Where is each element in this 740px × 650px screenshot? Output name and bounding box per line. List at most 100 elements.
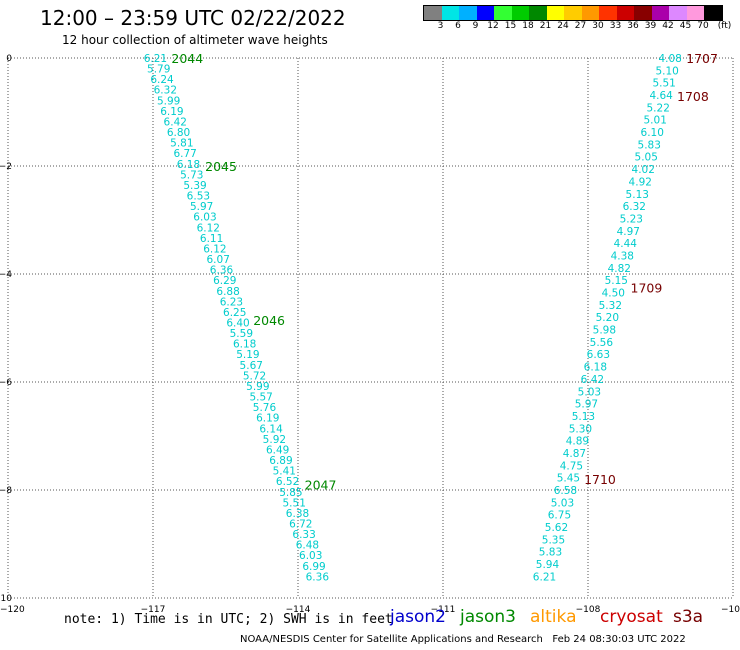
wave-height-value: 6.21 <box>144 53 167 65</box>
color-swatch <box>476 6 494 20</box>
time-label: 1710 <box>584 472 616 487</box>
wave-height-value: 6.18 <box>233 339 256 351</box>
wave-height-value: 6.33 <box>292 529 315 541</box>
wave-height-value: 6.89 <box>269 455 292 467</box>
wave-height-value: 4.50 <box>602 288 625 300</box>
wave-height-value: 5.56 <box>590 337 614 349</box>
wave-height-value: 5.92 <box>263 434 286 446</box>
wave-height-value: 6.19 <box>160 106 183 118</box>
wave-height-value: 6.99 <box>302 561 325 573</box>
wave-height-value: 6.24 <box>150 74 174 86</box>
wave-height-value: 5.05 <box>635 152 658 164</box>
wave-height-value: 4.82 <box>608 263 631 275</box>
wave-height-value: 6.07 <box>207 254 230 266</box>
wave-height-value: 6.25 <box>223 307 246 319</box>
wave-height-value: 6.80 <box>167 127 190 139</box>
color-scale-label: (ft) <box>717 21 732 31</box>
footer-org: NOAA/NESDIS Center for Satellite Applica… <box>240 634 543 645</box>
wave-height-value: 5.01 <box>644 115 667 127</box>
wave-height-value: 6.29 <box>213 275 236 287</box>
wave-height-value: 6.63 <box>587 349 610 361</box>
color-swatch <box>599 6 617 20</box>
color-scale-label: 36 <box>627 21 639 31</box>
color-scale-label: 12 <box>487 21 499 31</box>
color-scale-label: 9 <box>472 21 479 31</box>
color-scale-label: 21 <box>539 21 552 31</box>
wave-height-value: 6.32 <box>623 201 646 213</box>
wave-height-value: 5.13 <box>626 189 649 201</box>
wave-height-value: 5.79 <box>147 64 170 76</box>
wave-height-value: 5.30 <box>569 423 592 435</box>
wave-height-value: 6.19 <box>256 413 279 425</box>
color-scale-bar <box>423 5 723 21</box>
color-scale-label: 27 <box>574 21 587 31</box>
wave-height-value: 6.72 <box>289 519 312 531</box>
wave-height-value: 5.97 <box>190 201 213 213</box>
color-swatch <box>686 6 704 20</box>
wave-height-value: 6.75 <box>548 510 571 522</box>
wave-height-value: 4.75 <box>560 460 583 472</box>
x-tick-label: −114 <box>286 605 311 615</box>
wave-height-value: 5.35 <box>542 534 565 546</box>
color-scale-label: 33 <box>609 21 622 31</box>
wave-height-value: 6.77 <box>173 148 196 160</box>
wave-height-value: 5.51 <box>652 78 675 90</box>
wave-height-value: 5.20 <box>596 312 619 324</box>
color-swatch <box>424 6 442 20</box>
time-label: 2045 <box>205 159 237 174</box>
color-swatch <box>441 6 459 20</box>
wave-height-value: 5.22 <box>647 102 670 114</box>
wave-height-value: 5.62 <box>545 522 568 534</box>
satellite-legend-jason3: jason3 <box>460 607 516 627</box>
y-tick-label: −8 <box>0 486 12 496</box>
wave-height-value: 5.76 <box>253 402 277 414</box>
color-scale-label: 39 <box>644 21 657 31</box>
wave-height-value: 6.40 <box>226 317 249 329</box>
wave-height-value: 5.51 <box>283 497 306 509</box>
wave-height-value: 4.44 <box>614 238 638 250</box>
wave-height-value: 4.38 <box>611 250 634 262</box>
wave-height-value: 5.41 <box>273 466 296 478</box>
wave-height-value: 6.12 <box>203 243 226 255</box>
wave-height-value: 6.12 <box>197 222 220 234</box>
time-label: 1709 <box>631 281 663 296</box>
wave-height-value: 6.49 <box>266 444 289 456</box>
wave-height-value: 5.57 <box>249 392 272 404</box>
wave-height-value: 6.18 <box>177 159 200 171</box>
wave-height-value: 5.98 <box>593 325 616 337</box>
wave-height-value: 6.42 <box>581 374 604 386</box>
color-swatch <box>459 6 477 20</box>
wave-height-value: 6.53 <box>187 191 210 203</box>
x-tick-label: −117 <box>141 605 166 615</box>
wave-height-value: 5.72 <box>243 370 266 382</box>
x-tick-label: −120 <box>0 605 25 615</box>
wave-height-value: 6.36 <box>306 571 330 583</box>
wave-height-value: 4.64 <box>649 90 673 102</box>
color-swatch <box>634 6 652 20</box>
footer-credit: NOAA/NESDIS Center for Satellite Applica… <box>240 634 686 645</box>
x-tick-label: −108 <box>576 605 601 615</box>
wave-height-value: 5.99 <box>246 381 269 393</box>
wave-height-value: 6.58 <box>554 485 577 497</box>
wave-height-value: 5.03 <box>551 497 574 509</box>
wave-height-value: 5.67 <box>240 360 263 372</box>
wave-height-value: 4.92 <box>629 176 652 188</box>
color-scale-label: 70 <box>697 21 709 31</box>
wave-height-value: 5.13 <box>572 411 595 423</box>
wave-height-value: 6.32 <box>154 85 177 97</box>
page-title: 12:00 – 23:59 UTC 02/22/2022 <box>40 6 346 30</box>
time-label: 1708 <box>677 89 709 104</box>
time-label: 1707 <box>686 51 718 66</box>
color-swatch <box>494 6 512 20</box>
wave-height-value: 5.73 <box>180 169 203 181</box>
wave-height-value: 6.14 <box>259 423 283 435</box>
wave-height-value: 5.83 <box>539 547 562 559</box>
wave-height-value: 6.03 <box>193 212 216 224</box>
wave-height-value: 4.87 <box>563 448 586 460</box>
wave-height-value: 5.97 <box>575 399 598 411</box>
wave-height-value: 6.10 <box>641 127 664 139</box>
wave-height-value: 5.83 <box>638 139 661 151</box>
color-swatch <box>529 6 547 20</box>
color-swatch <box>511 6 529 20</box>
wave-height-value: 6.38 <box>286 508 309 520</box>
